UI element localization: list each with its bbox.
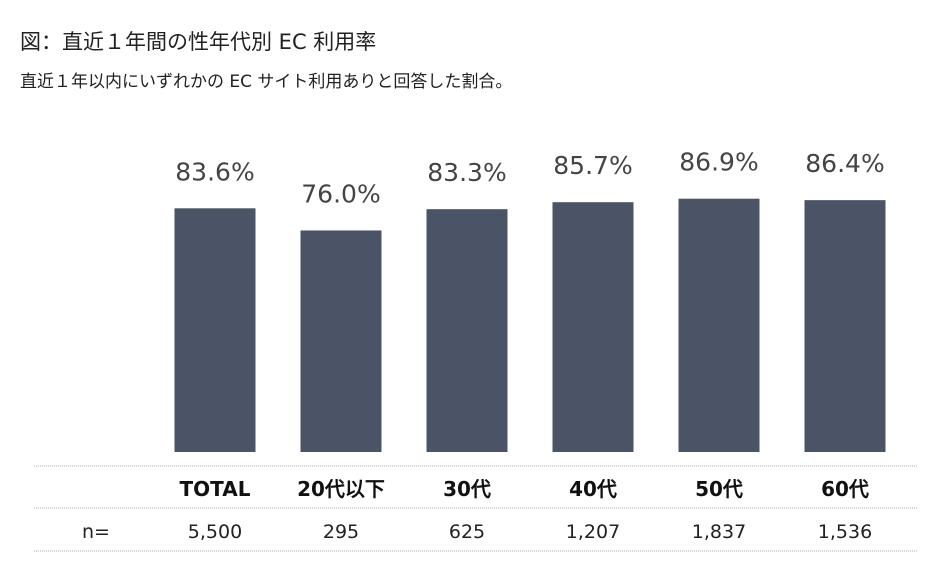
n-value: 1,536: [818, 521, 872, 543]
chart-title: 図：直近１年間の性年代別 EC 利用率: [20, 30, 377, 54]
data-label: 86.4%: [805, 149, 884, 178]
category-label: 30代: [443, 477, 491, 501]
chart-subtitle: 直近１年以内にいずれかの EC サイト利用ありと回答した割合。: [20, 72, 513, 92]
bar: [174, 208, 256, 452]
category-label: 40代: [569, 477, 617, 501]
bar: [804, 200, 886, 452]
data-label: 76.0%: [301, 179, 380, 208]
category-label: TOTAL: [180, 477, 251, 501]
category-label: 50代: [695, 477, 743, 501]
bar: [300, 230, 382, 452]
bar: [552, 202, 634, 452]
data-label: 86.9%: [679, 148, 758, 177]
data-label: 83.6%: [175, 157, 254, 186]
n-value: 5,500: [188, 521, 242, 543]
n-value: 295: [323, 521, 359, 543]
bar: [426, 209, 508, 452]
n-value: 1,207: [566, 521, 620, 543]
data-label: 85.7%: [553, 151, 632, 180]
n-value: 625: [449, 521, 485, 543]
category-label: 20代以下: [297, 477, 385, 501]
n-label: n=: [82, 521, 110, 543]
bar: [678, 198, 760, 452]
category-label: 60代: [821, 477, 869, 501]
data-label: 83.3%: [427, 158, 506, 187]
n-value: 1,837: [692, 521, 746, 543]
